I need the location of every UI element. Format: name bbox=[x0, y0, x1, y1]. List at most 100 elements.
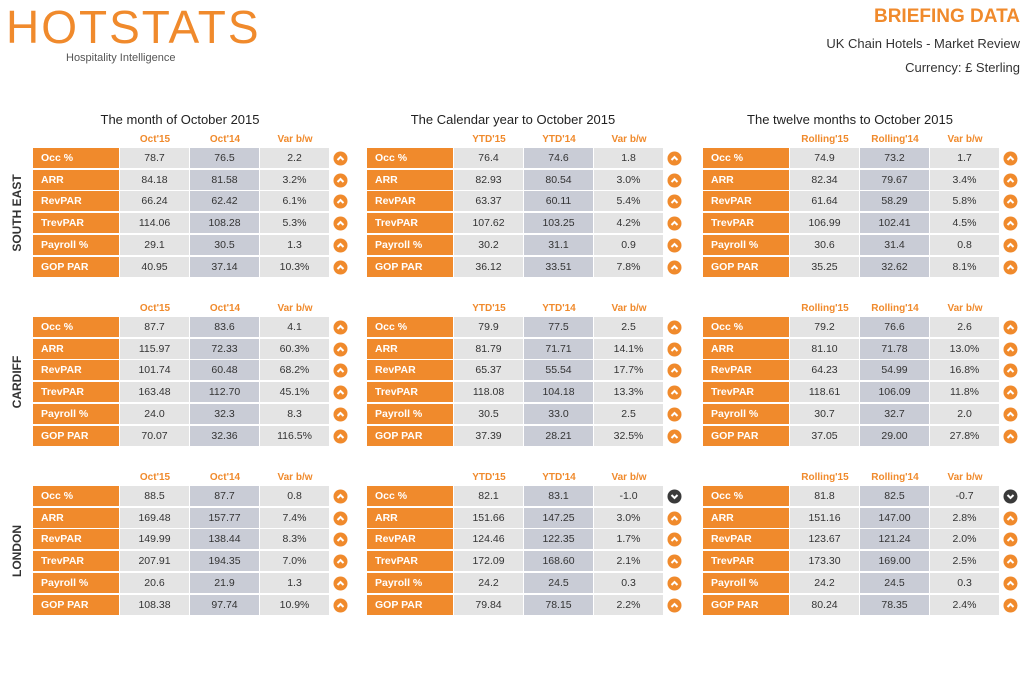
value-cell: 82.5 bbox=[860, 486, 929, 506]
value-cell: 20.6 bbox=[120, 572, 189, 593]
value-cell: 73.2 bbox=[860, 148, 929, 168]
row-label: Occ % bbox=[367, 148, 453, 168]
trend-icon bbox=[333, 363, 348, 378]
row-label: GOP PAR bbox=[33, 425, 119, 446]
value-cell: 8.1% bbox=[930, 256, 999, 277]
column-header: Rolling'15 bbox=[801, 472, 849, 483]
currency-note: Currency: £ Sterling bbox=[905, 60, 1020, 75]
value-cell: 14.1% bbox=[594, 338, 663, 359]
trend-icon-graphic bbox=[1003, 554, 1018, 569]
column-header: Var b/w bbox=[947, 303, 983, 314]
value-cell: -1.0 bbox=[594, 486, 663, 506]
value-cell: 114.06 bbox=[120, 213, 189, 234]
trend-icon bbox=[1003, 407, 1018, 422]
row-label: Occ % bbox=[33, 317, 119, 337]
trend-icon bbox=[1003, 216, 1018, 231]
value-cell: 151.16 bbox=[790, 507, 859, 528]
value-cell: 2.8% bbox=[930, 507, 999, 528]
row-label: Occ % bbox=[33, 148, 119, 168]
trend-icon bbox=[667, 194, 682, 209]
column-header: Var b/w bbox=[277, 472, 313, 483]
column-header: Var b/w bbox=[611, 472, 647, 483]
column-header: Var b/w bbox=[277, 303, 313, 314]
trend-icon-graphic bbox=[333, 342, 348, 357]
column-header: Oct'14 bbox=[209, 134, 241, 145]
trend-icon bbox=[333, 194, 348, 209]
trend-icon bbox=[1003, 532, 1018, 547]
row-label: Payroll % bbox=[367, 403, 453, 424]
value-cell: 30.6 bbox=[790, 234, 859, 255]
value-cell: 0.8 bbox=[260, 486, 329, 506]
column-header: YTD'14 bbox=[542, 303, 576, 314]
trend-icon-graphic bbox=[1003, 511, 1018, 526]
value-cell: 151.66 bbox=[454, 507, 523, 528]
value-cell: 29.00 bbox=[860, 425, 929, 446]
trend-icon-graphic bbox=[667, 429, 682, 443]
value-cell: 74.6 bbox=[524, 148, 593, 168]
value-cell: 147.25 bbox=[524, 507, 593, 528]
value-cell: 45.1% bbox=[260, 382, 329, 403]
trend-icon bbox=[667, 363, 682, 378]
trend-icon bbox=[667, 489, 682, 504]
trend-icon-graphic bbox=[667, 511, 682, 526]
value-cell: 63.37 bbox=[454, 191, 523, 212]
row-label: ARR bbox=[367, 507, 453, 528]
value-cell: 60.3% bbox=[260, 338, 329, 359]
column-header: Var b/w bbox=[947, 134, 983, 145]
row-label: GOP PAR bbox=[703, 594, 789, 615]
value-cell: 29.1 bbox=[120, 234, 189, 255]
value-cell: 28.21 bbox=[524, 425, 593, 446]
trend-icon-graphic bbox=[1003, 151, 1018, 166]
trend-icon-graphic bbox=[333, 554, 348, 569]
column-header: Var b/w bbox=[611, 134, 647, 145]
row-label: GOP PAR bbox=[367, 256, 453, 277]
trend-icon-graphic bbox=[333, 363, 348, 378]
value-cell: 2.5% bbox=[930, 551, 999, 572]
trend-icon bbox=[667, 532, 682, 547]
value-cell: 169.00 bbox=[860, 551, 929, 572]
trend-icon bbox=[1003, 238, 1018, 253]
trend-icon-graphic bbox=[1003, 238, 1018, 253]
trend-icon bbox=[333, 260, 348, 275]
trend-icon-graphic bbox=[333, 511, 348, 526]
trend-icon bbox=[667, 260, 682, 275]
trend-icon-graphic bbox=[667, 342, 682, 357]
column-header: YTD'14 bbox=[542, 472, 576, 483]
trend-icon-graphic bbox=[333, 320, 348, 335]
trend-icon bbox=[333, 429, 348, 444]
row-label: ARR bbox=[33, 507, 119, 528]
value-cell: 82.1 bbox=[454, 486, 523, 506]
value-cell: 55.54 bbox=[524, 360, 593, 381]
trend-icon-graphic bbox=[333, 429, 348, 443]
row-label: RevPAR bbox=[367, 360, 453, 381]
column-header: Oct'14 bbox=[209, 303, 241, 314]
region-label: SOUTH EAST bbox=[10, 174, 24, 252]
trend-icon-graphic bbox=[1003, 407, 1018, 422]
value-cell: 81.79 bbox=[454, 338, 523, 359]
value-cell: 1.3 bbox=[260, 234, 329, 255]
value-cell: 30.5 bbox=[190, 234, 259, 255]
trend-icon-graphic bbox=[1003, 194, 1018, 209]
column-header: YTD'15 bbox=[472, 134, 506, 145]
row-label: TrevPAR bbox=[367, 382, 453, 403]
value-cell: 172.09 bbox=[454, 551, 523, 572]
value-cell: 30.5 bbox=[454, 403, 523, 424]
value-cell: 118.08 bbox=[454, 382, 523, 403]
column-header: Oct'15 bbox=[139, 303, 171, 314]
value-cell: 112.70 bbox=[190, 382, 259, 403]
trend-icon-graphic bbox=[333, 173, 348, 188]
trend-icon bbox=[1003, 511, 1018, 526]
column-header: Rolling'14 bbox=[871, 303, 919, 314]
row-label: TrevPAR bbox=[367, 213, 453, 234]
trend-icon-graphic bbox=[667, 576, 682, 591]
trend-icon bbox=[333, 320, 348, 335]
trend-icon bbox=[1003, 576, 1018, 591]
row-label: TrevPAR bbox=[703, 213, 789, 234]
trend-icon bbox=[1003, 385, 1018, 400]
trend-icon-graphic bbox=[1003, 532, 1018, 547]
value-cell: 122.35 bbox=[524, 529, 593, 550]
value-cell: 11.8% bbox=[930, 382, 999, 403]
trend-icon bbox=[1003, 489, 1018, 504]
value-cell: 81.58 bbox=[190, 169, 259, 190]
trend-icon bbox=[667, 511, 682, 526]
